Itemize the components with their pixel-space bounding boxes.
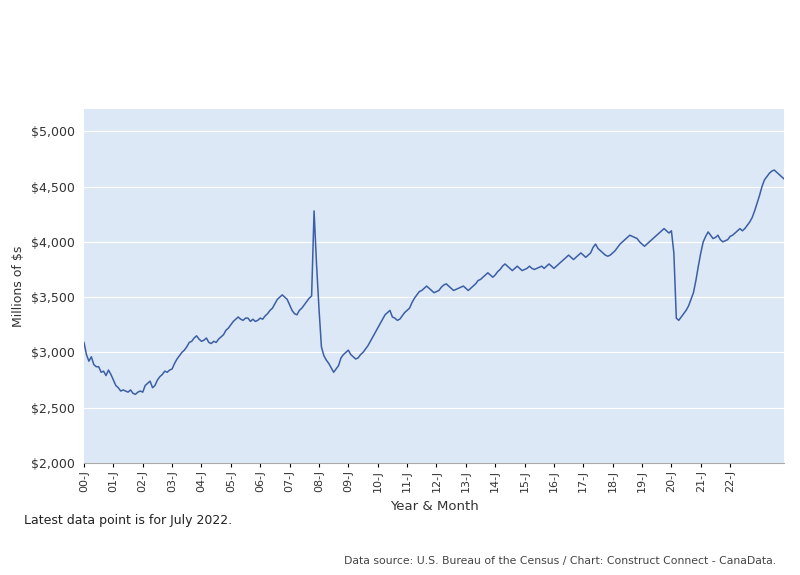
Text: Latest data point is for July 2022.: Latest data point is for July 2022.	[24, 514, 232, 527]
Text: Data source: U.S. Bureau of the Census / Chart: Construct Connect - CanaData.: Data source: U.S. Bureau of the Census /…	[344, 555, 776, 566]
X-axis label: Year & Month: Year & Month	[390, 500, 478, 513]
Y-axis label: Millions of $s: Millions of $s	[13, 246, 26, 327]
Text: VENTILATION, HEATING, AIR-CONDITIONING & REFRIGERATION EQUIPMENT: VENTILATION, HEATING, AIR-CONDITIONING &…	[62, 62, 738, 77]
Text: U.S. MANUFACTURING SHIPMENTS –: U.S. MANUFACTURING SHIPMENTS –	[238, 27, 562, 43]
